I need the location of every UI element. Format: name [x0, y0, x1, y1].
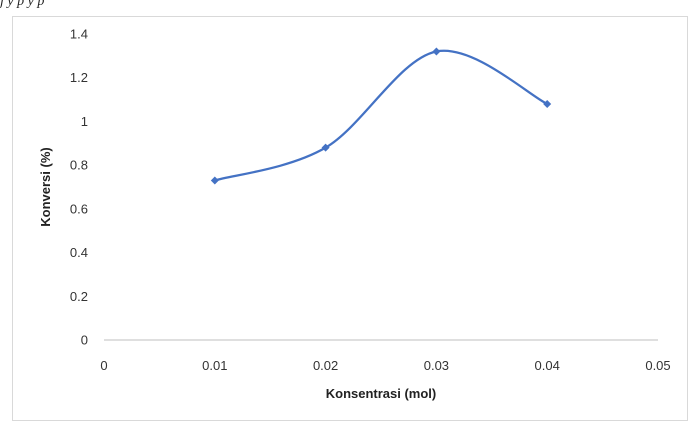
x-tick-label: 0.04	[535, 358, 560, 373]
y-tick-label: 1.4	[70, 27, 88, 42]
data-point-marker	[210, 176, 219, 185]
y-tick-labels: 0 0.2 0.4 0.6 0.8 1 1.2 1.4	[70, 27, 88, 348]
y-tick-label: 0.8	[70, 158, 88, 173]
x-axis-title: Konsentrasi (mol)	[326, 386, 437, 401]
x-tick-labels: 0 0.01 0.02 0.03 0.04 0.05	[100, 358, 670, 373]
y-tick-label: 0.6	[70, 201, 88, 216]
figure-caption-fragment: j y p y p	[0, 0, 45, 9]
x-tick-label: 0.01	[202, 358, 227, 373]
y-tick-label: 1.2	[70, 70, 88, 85]
x-tick-label: 0.02	[313, 358, 338, 373]
x-tick-label: 0	[100, 358, 107, 373]
data-series	[210, 47, 552, 185]
y-tick-label: 0.4	[70, 245, 88, 260]
data-point-marker	[543, 99, 552, 108]
series-line	[213, 49, 549, 182]
data-point-marker	[432, 47, 441, 56]
y-tick-label: 1	[81, 114, 88, 129]
y-tick-label: 0	[81, 333, 88, 348]
x-tick-label: 0.05	[645, 358, 670, 373]
chart-frame	[12, 16, 688, 421]
y-axis-title: Konversi (%)	[38, 147, 53, 226]
y-tick-label: 0.2	[70, 289, 88, 304]
data-point-marker	[321, 143, 330, 152]
x-tick-label: 0.03	[424, 358, 449, 373]
